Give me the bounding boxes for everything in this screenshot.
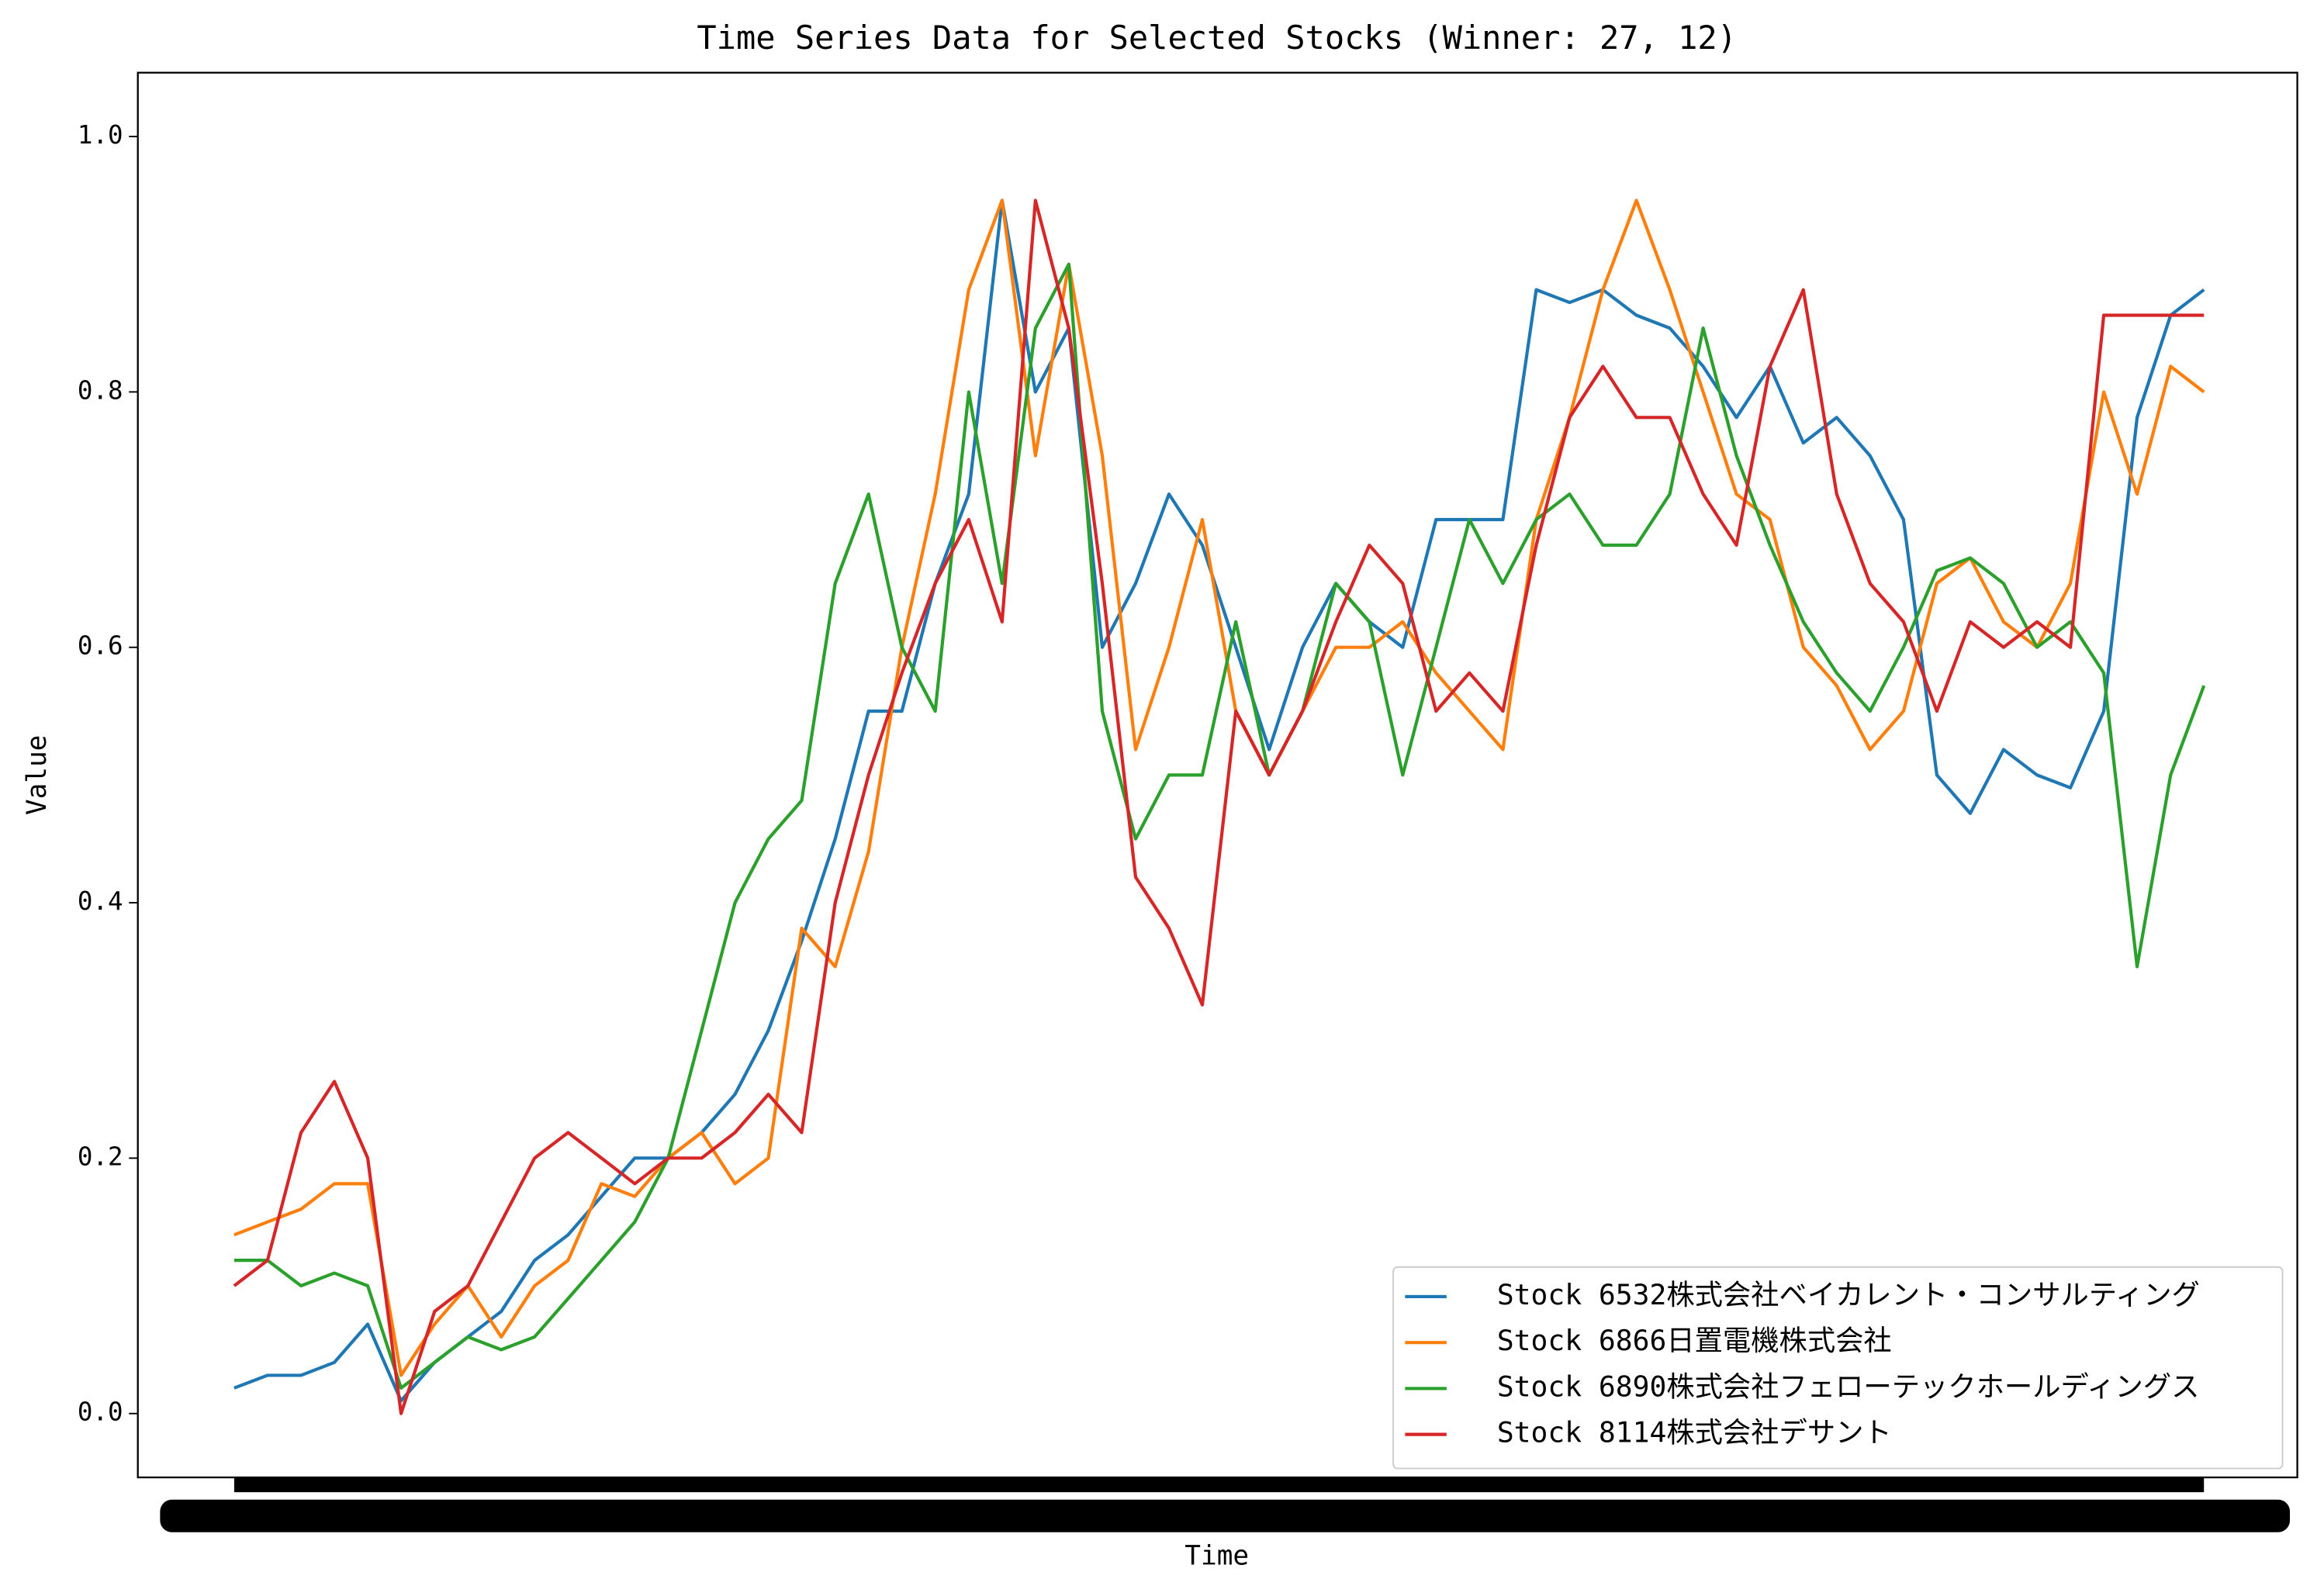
y-tick-label: 0.8 [78, 375, 123, 405]
legend: Stock 6532株式会社ベイカレント・コンサルティング Stock 6866日… [1392, 1266, 2284, 1470]
y-tick-label: 0.2 [78, 1142, 123, 1171]
series-line [233, 199, 2205, 1415]
x-tick-labels-overlap [160, 1499, 2291, 1532]
legend-label: Stock 6866日置電機株式会社 [1497, 1324, 1892, 1357]
y-axis-label: Value [22, 735, 53, 815]
legend-label: Stock 6890株式会社フェローテックホールディングス [1497, 1370, 2200, 1403]
y-tick-label: 0.4 [78, 886, 123, 916]
axes-frame [137, 71, 2298, 1479]
legend-label: Stock 6532株式会社ベイカレント・コンサルティング [1497, 1278, 2200, 1311]
chart-title: Time Series Data for Selected Stocks (Wi… [697, 19, 1737, 57]
legend-box [1392, 1266, 2284, 1470]
y-tick-label: 0.6 [78, 631, 123, 661]
series-line [233, 199, 2205, 1377]
y-tick-label: 1.0 [78, 120, 123, 150]
y-tick-label: 0.0 [78, 1397, 123, 1427]
series-line [233, 262, 2206, 1390]
legend-label: Stock 8114株式会社デサント [1497, 1416, 1892, 1449]
plot-area [233, 199, 2206, 1415]
x-tick-marks [233, 1477, 2205, 1493]
x-axis-label: Time [1184, 1541, 1249, 1572]
series-line [233, 199, 2205, 1403]
